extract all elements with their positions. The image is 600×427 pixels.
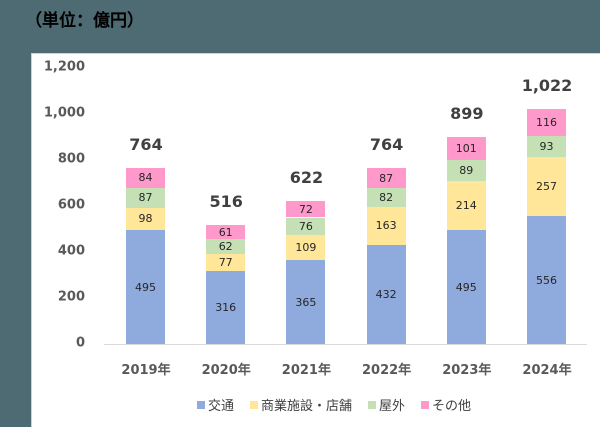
bar-2022年: 432 163 82 87 xyxy=(366,54,406,427)
x-axis-label: 2019年 xyxy=(121,363,171,378)
legend-item: 屋外 xyxy=(368,395,405,414)
bar-segment: 93 xyxy=(527,135,566,157)
legend-item: 交通 xyxy=(196,395,234,414)
chart-plot-area: 0 200 400 600 800 1,000 1,200 495 98 87 84 764 2019年… xyxy=(32,54,600,427)
bar-2024年: 556 257 93 116 xyxy=(527,54,566,427)
bar-segment: 89 xyxy=(446,160,486,181)
x-axis-label: 2024年 xyxy=(522,363,572,378)
bar-segment: 87 xyxy=(366,168,406,189)
bar-segment: 72 xyxy=(286,200,326,218)
y-tick-label: 800 xyxy=(57,151,85,167)
total-label: 516 xyxy=(209,192,243,212)
bar-segment: 495 xyxy=(446,230,486,344)
y-tick-label: 600 xyxy=(57,197,85,213)
chart-legend: 交通 商業施設・店舗 屋外 その他 xyxy=(32,395,600,414)
y-tick-label: 400 xyxy=(57,243,85,259)
legend-swatch-icon xyxy=(368,400,376,409)
bar-segment: 62 xyxy=(206,239,246,254)
x-axis-line xyxy=(104,344,587,345)
bar-segment: 61 xyxy=(206,225,246,240)
bar-segment: 101 xyxy=(446,137,486,161)
bar-segment: 109 xyxy=(286,234,326,261)
bar-segment: 82 xyxy=(366,188,406,208)
bar-segment: 556 xyxy=(527,216,566,344)
legend-swatch-icon xyxy=(421,400,430,409)
legend-item: その他 xyxy=(421,395,471,414)
x-axis-label: 2020年 xyxy=(201,363,251,378)
bar-segment: 495 xyxy=(126,230,165,344)
bar-2019年: 495 98 87 84 xyxy=(126,54,165,427)
bar-segment: 77 xyxy=(206,253,246,272)
total-label: 622 xyxy=(289,167,324,187)
legend-swatch-icon xyxy=(196,400,205,409)
bar-segment: 98 xyxy=(126,207,165,231)
bar-segment: 116 xyxy=(527,108,566,136)
total-label: 899 xyxy=(450,104,484,124)
bar-segment: 163 xyxy=(366,207,406,245)
bar-segment: 214 xyxy=(446,180,486,231)
bar-segment: 432 xyxy=(366,244,406,344)
x-axis-label: 2023年 xyxy=(442,363,492,378)
bar-2021年: 365 109 76 72 xyxy=(286,54,326,427)
total-label: 764 xyxy=(369,135,404,155)
legend-item: 商業施設・店舗 xyxy=(249,395,352,414)
legend-label: 商業施設・店舗 xyxy=(260,399,352,414)
y-tick-label: 200 xyxy=(57,289,85,305)
bar-segment: 84 xyxy=(126,168,165,188)
bar-segment: 257 xyxy=(527,157,566,217)
bar-2023年: 495 214 89 101 xyxy=(446,54,486,427)
legend-swatch-icon xyxy=(249,400,258,409)
bar-segment: 87 xyxy=(126,187,165,208)
bar-segment: 316 xyxy=(206,271,246,344)
y-tick-label: 1,000 xyxy=(43,105,85,121)
bar-segment: 76 xyxy=(286,217,326,235)
x-axis-label: 2021年 xyxy=(281,363,331,378)
y-tick-label: 0 xyxy=(75,335,85,351)
legend-label: その他 xyxy=(432,399,472,414)
x-axis-label: 2022年 xyxy=(362,363,412,378)
total-label: 1,022 xyxy=(521,75,573,95)
y-tick-label: 1,200 xyxy=(43,59,85,75)
bar-segment: 365 xyxy=(286,260,326,344)
legend-label: 交通 xyxy=(207,399,234,414)
total-label: 764 xyxy=(129,135,163,155)
legend-label: 屋外 xyxy=(379,399,406,414)
bar-2020年: 316 77 62 61 xyxy=(206,54,246,427)
chart-panel: 0 200 400 600 800 1,000 1,200 495 98 87 84 764 2019年… xyxy=(31,53,600,427)
unit-label: （単位：億円） xyxy=(25,11,144,31)
